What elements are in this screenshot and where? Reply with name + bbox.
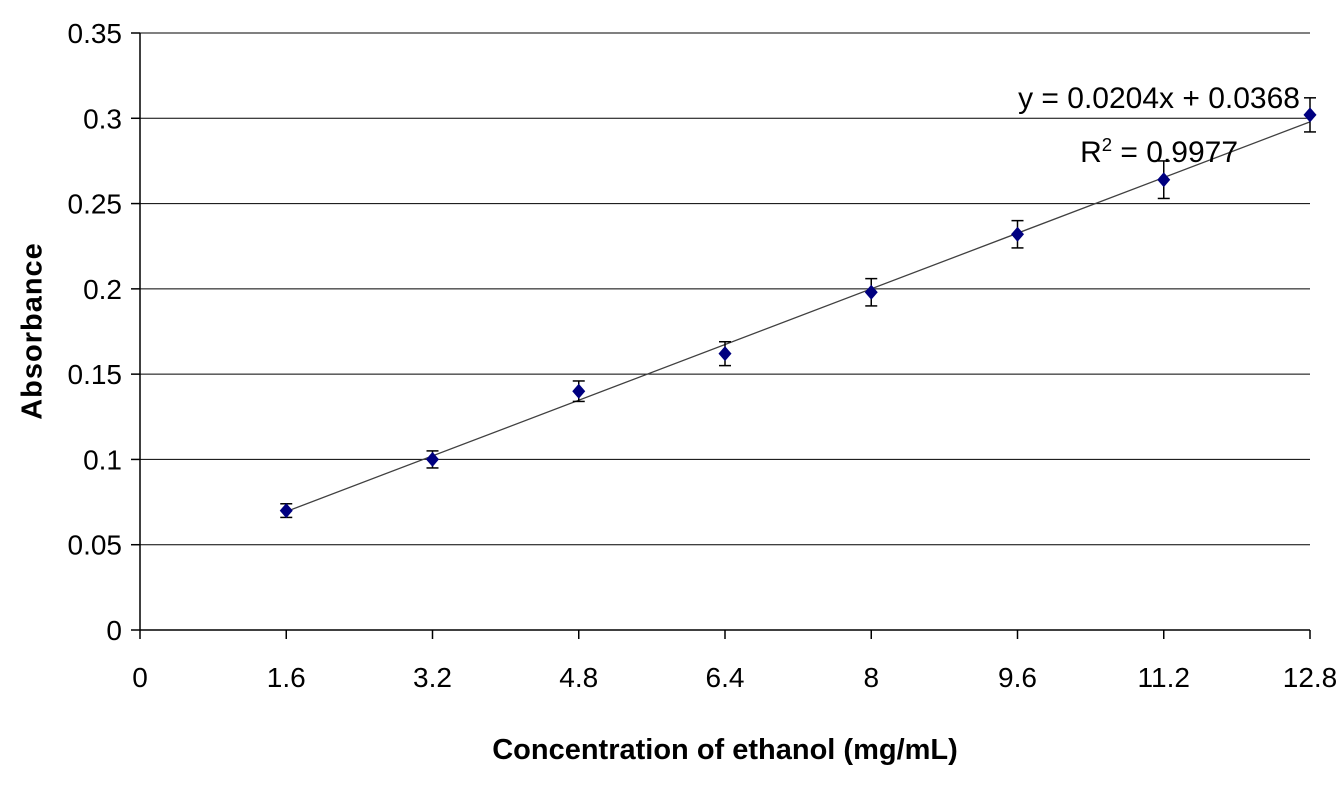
x-tick-label: 12.8 [1283, 662, 1338, 693]
x-tick-label: 1.6 [267, 662, 306, 693]
r-squared-sup: 2 [1101, 134, 1113, 155]
y-tick-label: 0.35 [68, 18, 123, 49]
r-squared-rest: = 0.9977 [1112, 136, 1239, 169]
y-tick-label: 0.3 [83, 103, 122, 134]
data-point-marker [1303, 107, 1317, 123]
x-tick-label: 11.2 [1138, 662, 1190, 693]
y-tick-label: 0.25 [68, 189, 123, 220]
y-tick-label: 0.1 [83, 444, 122, 475]
x-tick-label: 4.8 [559, 662, 598, 693]
y-tick-label: 0 [106, 615, 122, 646]
x-tick-label: 6.4 [706, 662, 745, 693]
data-point-marker [572, 383, 586, 399]
r-squared-value: R2 = 0.9977 [1018, 126, 1300, 180]
data-point-marker [1011, 226, 1024, 242]
trend-line [286, 121, 1311, 513]
data-point-marker [426, 451, 439, 467]
y-tick-label: 0.15 [68, 359, 123, 390]
x-axis-title: Concentration of ethanol (mg/mL) [492, 734, 958, 766]
trendline-equation: y = 0.0204x + 0.0368 [1018, 82, 1300, 115]
x-tick-label: 3.2 [413, 662, 452, 693]
x-tick-label: 9.6 [998, 662, 1037, 693]
data-point-marker [1157, 172, 1171, 188]
data-point-marker [718, 346, 732, 362]
data-point-marker [864, 284, 878, 300]
data-point-marker [279, 503, 293, 519]
y-axis-title: Absorbance [16, 242, 49, 420]
x-tick-label: 0 [132, 662, 148, 693]
trendline-annotation: y = 0.0204x + 0.0368 R2 = 0.9977 [1018, 72, 1300, 180]
y-tick-label: 0.05 [68, 530, 123, 561]
x-tick-label: 8 [863, 662, 879, 693]
y-tick-label: 0.2 [83, 274, 122, 305]
r-squared-base: R [1080, 136, 1102, 169]
